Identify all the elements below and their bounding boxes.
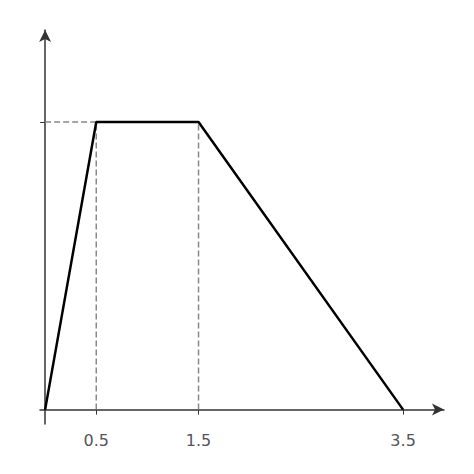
svg-text:1.5: 1.5 (186, 431, 211, 450)
svg-text:0.5: 0.5 (84, 431, 109, 450)
svg-text:3.5: 3.5 (390, 431, 415, 450)
